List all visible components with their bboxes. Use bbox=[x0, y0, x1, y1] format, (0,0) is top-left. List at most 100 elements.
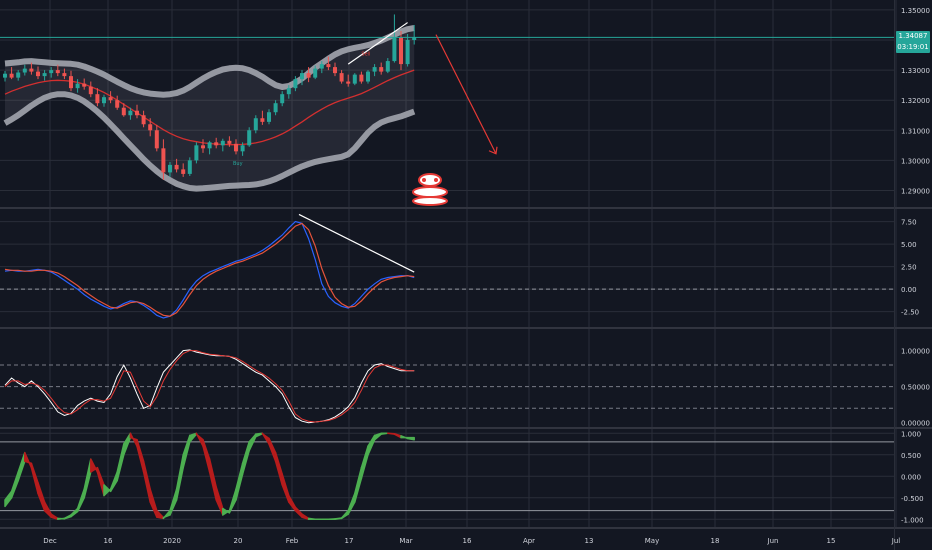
lower-band-line bbox=[3, 91, 416, 192]
oscillator-1-annotations bbox=[298, 213, 415, 273]
candle-body bbox=[286, 88, 291, 95]
y-tick-label: 1.000 bbox=[901, 430, 921, 438]
candle-body bbox=[234, 143, 238, 152]
ribbon-segment bbox=[387, 432, 396, 435]
candle-body bbox=[379, 67, 384, 72]
candle-body bbox=[95, 94, 100, 104]
candle-body bbox=[121, 107, 126, 116]
x-tick-label: 2020 bbox=[163, 537, 181, 545]
candle-body bbox=[135, 110, 139, 116]
candle-body bbox=[405, 40, 410, 65]
upper-band-line bbox=[4, 25, 415, 98]
price-annotations: Sell Buy bbox=[0, 22, 894, 167]
candle-body bbox=[240, 145, 245, 152]
candle-body bbox=[333, 67, 337, 74]
band-fill bbox=[5, 27, 415, 189]
candle-body bbox=[187, 160, 192, 174]
y-tick-label: -2.50 bbox=[901, 309, 919, 317]
candle-body bbox=[42, 73, 47, 77]
y-tick-label: 0.00000 bbox=[901, 420, 930, 428]
candle-body bbox=[75, 83, 80, 89]
candle-body bbox=[49, 70, 54, 74]
candle-body bbox=[385, 61, 390, 72]
candle-body bbox=[352, 74, 357, 84]
oscillator-1-panel[interactable]: 7.50 5.00 2.50 0.00 -2.50 bbox=[0, 209, 919, 327]
oscillator-1-series-line bbox=[4, 220, 415, 319]
candle-body bbox=[346, 81, 351, 84]
x-tick-label: Feb bbox=[286, 537, 299, 545]
oscillator-2-panel[interactable]: 1.00000 0.50000 0.00000 bbox=[0, 329, 930, 428]
x-tick-label: Jul bbox=[891, 537, 901, 545]
oscillator-2-y-axis: 1.00000 0.50000 0.00000 bbox=[901, 348, 930, 428]
candlesticks bbox=[3, 14, 417, 180]
candle-body bbox=[280, 94, 285, 104]
candle-body bbox=[62, 73, 67, 77]
y-tick-label: 7.50 bbox=[901, 219, 917, 227]
last-price-label: 1.34087 03:19:01 bbox=[896, 31, 930, 53]
x-tick-label: Apr bbox=[523, 537, 535, 545]
candle-body bbox=[392, 37, 397, 62]
profile-badge-icon bbox=[412, 173, 448, 206]
buy-signal-label: Buy bbox=[233, 161, 243, 167]
sell-signal-label: Sell bbox=[361, 52, 370, 58]
candle-body bbox=[227, 140, 232, 144]
oscillator-3-panel[interactable]: 1.000 0.500 0.000 -0.500 -1.000 bbox=[0, 429, 924, 527]
x-tick-label: 13 bbox=[585, 537, 594, 545]
candle-body bbox=[181, 169, 186, 174]
y-tick-label: 1.33000 bbox=[901, 67, 930, 75]
oscillator-2-lines bbox=[4, 349, 415, 424]
y-tick-label: 1.35000 bbox=[901, 7, 930, 15]
candle-body bbox=[207, 142, 212, 149]
candle-body bbox=[267, 112, 271, 122]
bollinger-bands bbox=[3, 25, 416, 192]
candle-body bbox=[319, 64, 324, 69]
divergence-line bbox=[298, 213, 415, 273]
candle-body bbox=[69, 76, 73, 89]
candle-body bbox=[55, 70, 60, 74]
candle-body bbox=[9, 73, 14, 78]
ribbon-segment bbox=[380, 432, 389, 435]
candle-body bbox=[82, 83, 87, 87]
price-grid bbox=[0, 0, 897, 207]
candle-body bbox=[399, 37, 403, 65]
projection-arrowhead bbox=[488, 146, 498, 155]
y-tick-label: 1.00000 bbox=[901, 348, 930, 356]
candle-body bbox=[313, 68, 318, 78]
candle-body bbox=[102, 97, 106, 104]
candle-body bbox=[141, 115, 146, 125]
x-tick-label: 16 bbox=[463, 537, 472, 545]
ribbon-segment bbox=[57, 517, 66, 521]
candle-body bbox=[366, 71, 370, 82]
y-tick-label: -1.000 bbox=[901, 516, 924, 524]
candle-body bbox=[201, 145, 205, 149]
candle-body bbox=[168, 164, 172, 173]
bar-countdown: 03:19:01 bbox=[897, 43, 929, 51]
time-axis[interactable]: Dec 16 2020 20 Feb 17 Mar 16 Apr 13 May 18 Jun 15 Jul bbox=[43, 537, 900, 545]
x-tick-label: 17 bbox=[345, 537, 354, 545]
oscillator-1-lines bbox=[4, 220, 415, 319]
ribbon-segment bbox=[307, 517, 316, 521]
candle-body bbox=[154, 130, 159, 149]
candle-body bbox=[339, 73, 344, 82]
oscillator-1-y-axis: 7.50 5.00 2.50 0.00 -2.50 bbox=[901, 219, 919, 317]
candle-body bbox=[29, 68, 34, 72]
oscillator-2-series-line bbox=[4, 349, 415, 424]
oscillator-3-ribbon bbox=[4, 432, 415, 521]
y-tick-label: 1.32000 bbox=[901, 97, 930, 105]
y-tick-label: -0.500 bbox=[901, 495, 924, 503]
candle-body bbox=[174, 164, 179, 170]
x-tick-label: 15 bbox=[827, 537, 836, 545]
x-tick-label: 16 bbox=[104, 537, 113, 545]
candle-body bbox=[214, 142, 219, 146]
x-tick-label: 20 bbox=[234, 537, 243, 545]
candle-body bbox=[293, 79, 298, 89]
candle-body bbox=[128, 110, 133, 116]
x-tick-label: May bbox=[645, 537, 659, 545]
oscillator-3-y-axis: 1.000 0.500 0.000 -0.500 -1.000 bbox=[901, 430, 924, 524]
oscillator-1-series-line bbox=[4, 222, 415, 317]
candle-body bbox=[220, 140, 225, 146]
y-tick-label: 2.50 bbox=[901, 264, 917, 272]
